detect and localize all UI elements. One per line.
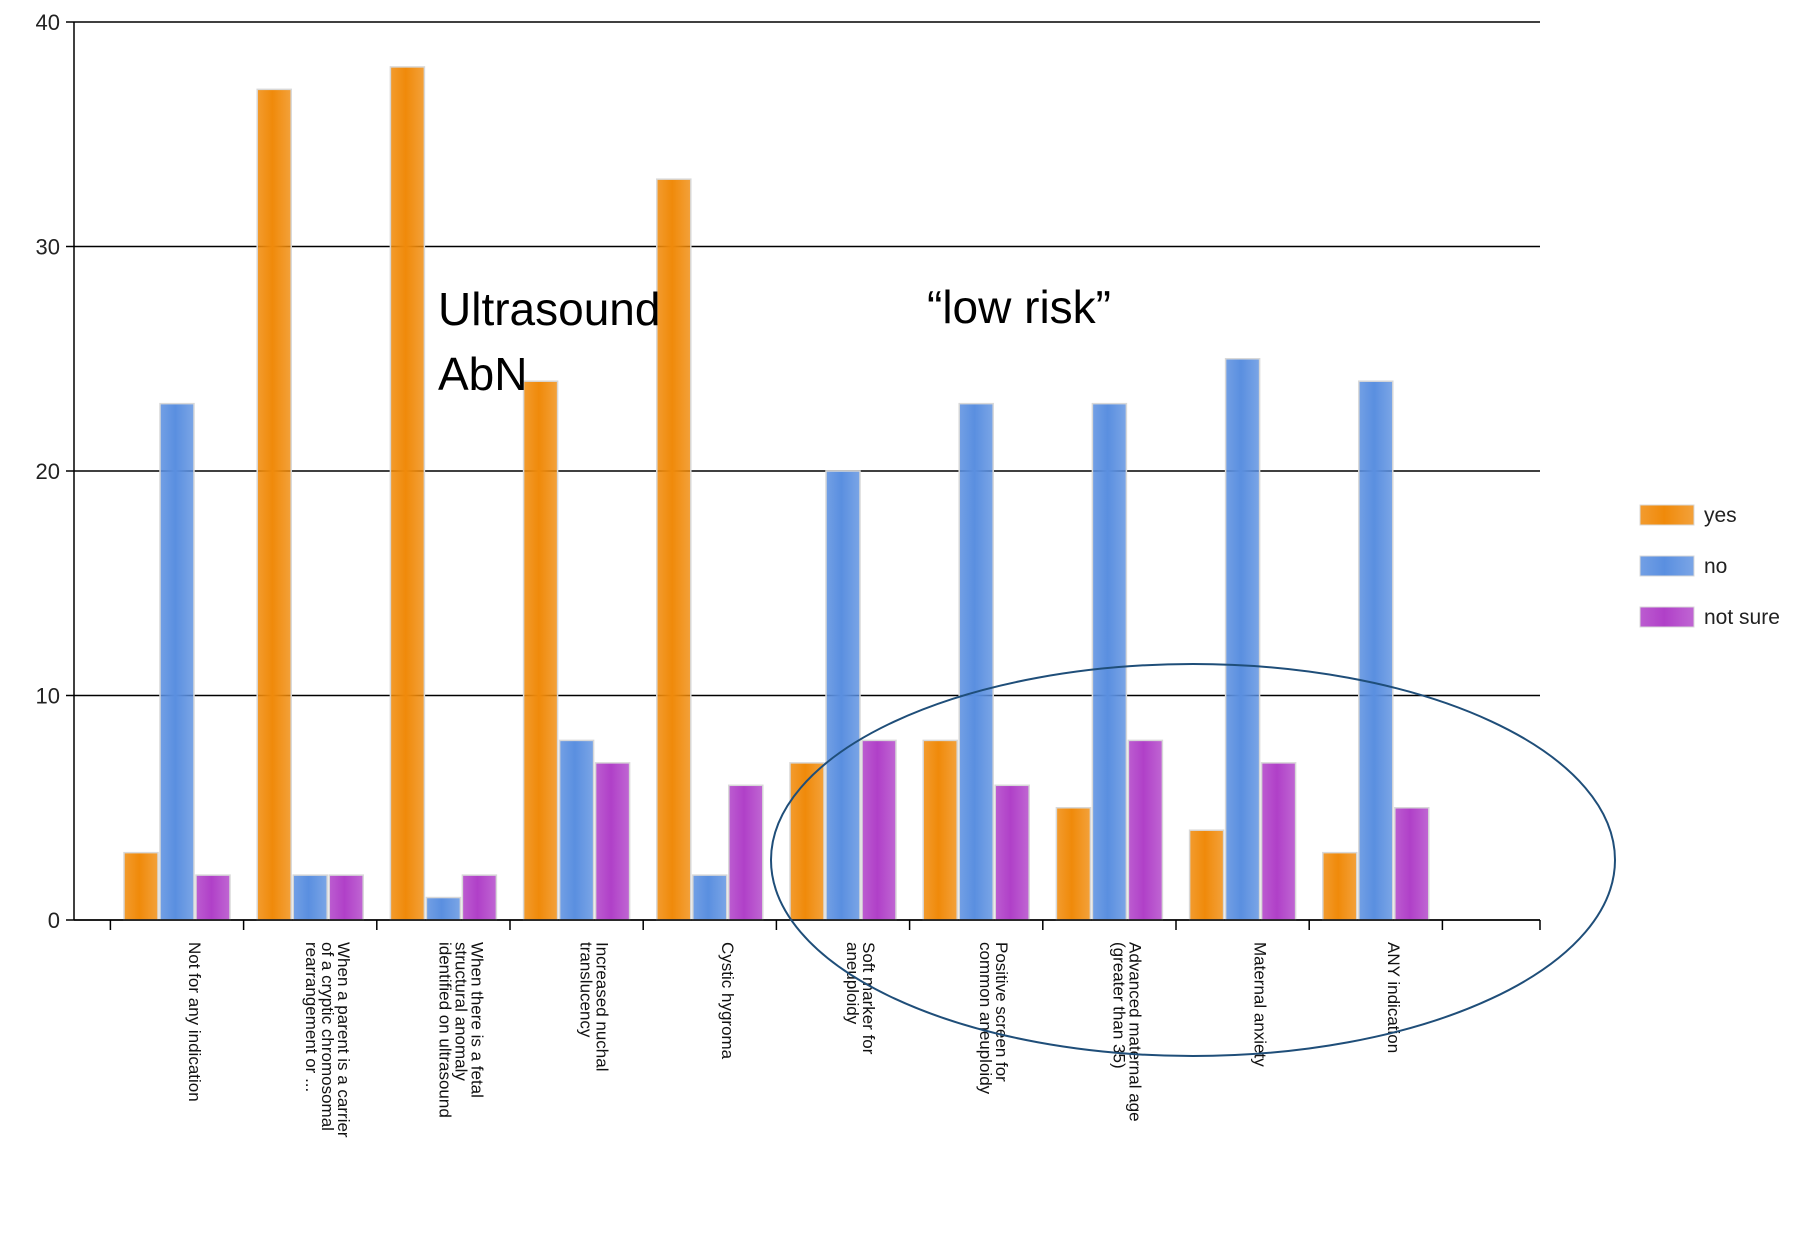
bar-yes-4 — [656, 178, 692, 921]
legend-label-yes: yes — [1704, 504, 1737, 527]
bar-yes-7 — [1055, 807, 1092, 921]
bar-not-sure-2 — [461, 874, 498, 921]
category-label-5: Soft marker foraneuploidy — [843, 942, 878, 1055]
legend-swatch-yes — [1639, 504, 1695, 526]
bar-no-9 — [1358, 380, 1394, 921]
category-label-1: When a parent is a carrierof a cryptic c… — [302, 942, 353, 1138]
category-label-9: ANY indication — [1384, 942, 1403, 1053]
bars — [123, 66, 1430, 921]
bar-no-2 — [425, 896, 462, 921]
bar-not-sure-0 — [195, 874, 231, 921]
bar-not-sure-6 — [994, 784, 1030, 921]
legend-label-no: no — [1704, 555, 1727, 578]
y-tick-label-40: 40 — [36, 10, 60, 35]
bar-yes-0 — [123, 851, 159, 921]
category-label-3: Increased nuchaltranslucency — [577, 942, 612, 1071]
legend: yes no not sure — [1639, 504, 1780, 629]
bar-yes-8 — [1188, 829, 1225, 921]
bar-no-5 — [825, 470, 861, 921]
bar-no-3 — [558, 739, 595, 921]
y-tick-label-30: 30 — [36, 235, 60, 260]
y-tick-labels: 0 10 20 30 40 — [36, 10, 60, 933]
bar-yes-2 — [389, 66, 426, 921]
bar-yes-3 — [522, 380, 559, 921]
y-tick-label-20: 20 — [36, 459, 60, 484]
bar-not-sure-5 — [861, 739, 897, 921]
bar-yes-6 — [922, 739, 958, 921]
bar-no-1 — [292, 874, 328, 921]
bar-not-sure-1 — [328, 874, 364, 921]
annotation-ultrasound-line1: Ultrasound — [438, 283, 660, 335]
bar-not-sure-8 — [1260, 762, 1297, 921]
category-labels: Not for any indication When a parent is a… — [185, 942, 1403, 1138]
category-label-7: Advanced maternal age(greater than 35) — [1109, 942, 1144, 1122]
category-label-2: When there is a fetalstructural anomalyi… — [435, 942, 486, 1118]
bar-yes-1 — [256, 88, 292, 921]
category-label-6: Positive screen forcommon aneuploidy — [976, 942, 1011, 1095]
annotation-ultrasound-line2: AbN — [438, 348, 527, 400]
annotation-low-risk: “low risk” — [927, 281, 1111, 333]
axes — [66, 21, 1541, 930]
bar-no-4 — [692, 874, 728, 921]
legend-swatch-not-sure — [1639, 606, 1695, 628]
bar-no-7 — [1091, 402, 1128, 921]
category-label-4: Cystic hygroma — [718, 942, 737, 1060]
category-label-8: Maternal anxiety — [1251, 942, 1270, 1067]
low-risk-highlight-ellipse — [770, 663, 1616, 1057]
legend-label-not-sure: not sure — [1704, 606, 1780, 629]
category-label-0: Not for any indication — [185, 942, 204, 1102]
bar-no-0 — [159, 402, 195, 921]
bar-not-sure-7 — [1127, 739, 1164, 921]
annotations: Ultrasound AbN “low risk” — [438, 281, 1616, 1057]
bar-not-sure-4 — [728, 784, 764, 921]
bar-yes-9 — [1322, 851, 1358, 921]
y-tick-label-10: 10 — [36, 684, 60, 709]
bar-yes-5 — [789, 762, 825, 921]
bar-no-6 — [958, 402, 994, 921]
y-tick-label-0: 0 — [48, 908, 60, 933]
bar-not-sure-9 — [1394, 807, 1430, 921]
bar-not-sure-3 — [594, 762, 631, 921]
legend-swatch-no — [1639, 555, 1695, 577]
bar-no-8 — [1224, 358, 1261, 921]
